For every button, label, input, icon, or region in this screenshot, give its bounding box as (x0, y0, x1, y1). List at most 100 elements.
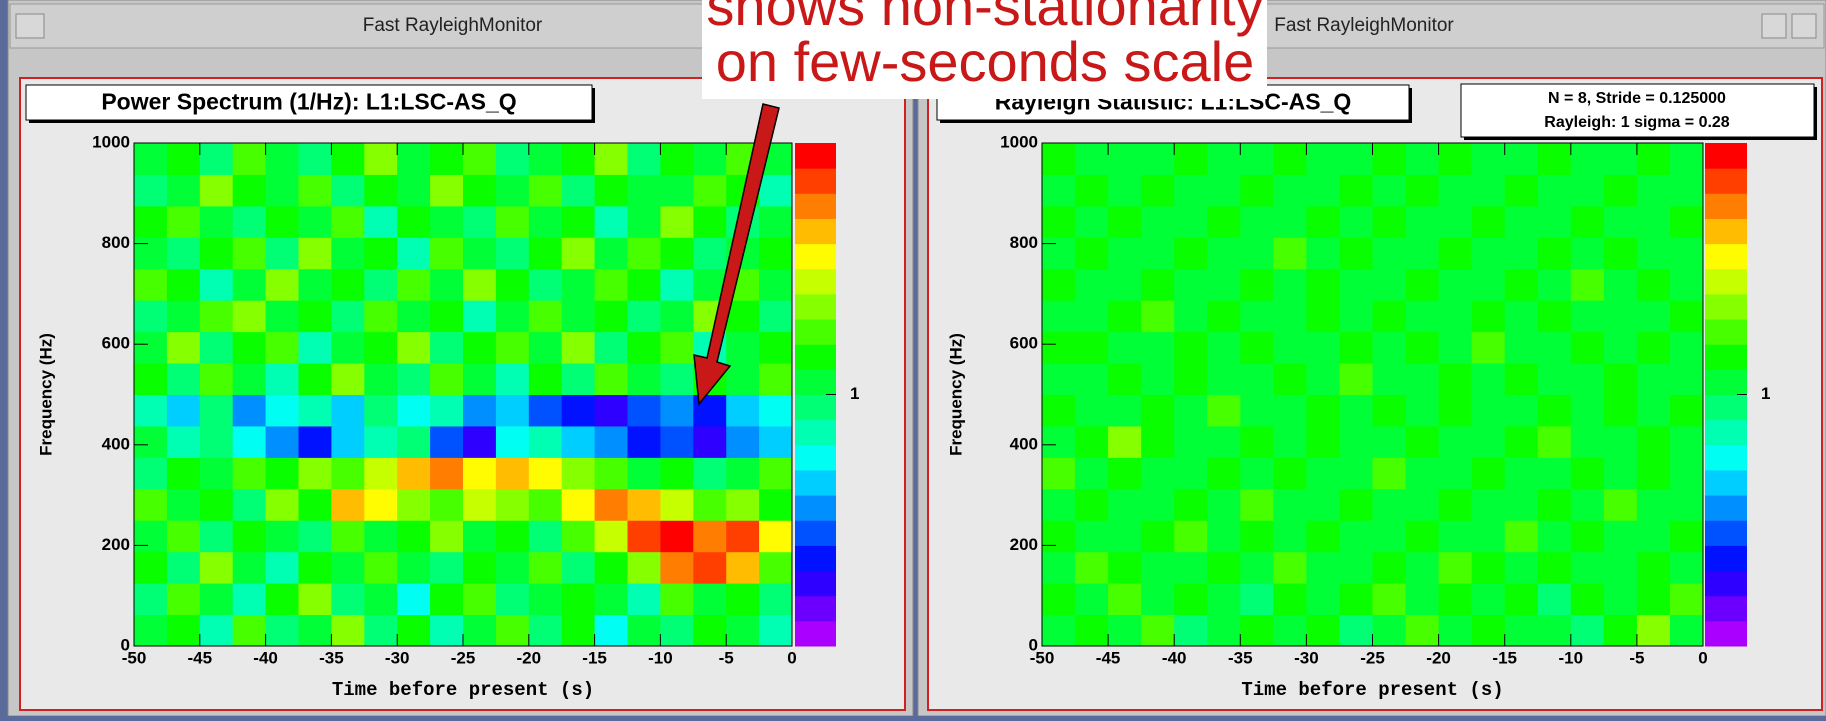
x-tick-label: -30 (385, 648, 410, 667)
heatmap-cell (1471, 583, 1506, 616)
heatmap-cell (693, 614, 727, 647)
heatmap-cell (430, 551, 464, 584)
y-tick-label: 800 (102, 233, 130, 252)
heatmap-cell (1372, 488, 1407, 521)
heatmap-cell (1603, 174, 1638, 207)
heatmap-cell (397, 520, 431, 553)
heatmap-cell (1339, 551, 1373, 584)
heatmap-cell (1405, 331, 1440, 364)
heatmap-cell (1669, 425, 1704, 458)
heatmap-cell (1669, 457, 1704, 490)
heatmap-cell (1603, 488, 1638, 521)
heatmap-cell (199, 268, 234, 301)
heatmap-cell (1306, 425, 1340, 458)
heatmap-cell (561, 551, 596, 584)
heatmap-cell (1174, 583, 1208, 616)
window-button[interactable] (1791, 13, 1817, 39)
heatmap-cell (1438, 583, 1473, 616)
heatmap-cell (1438, 268, 1473, 301)
x-tick-label: -5 (1629, 648, 1644, 667)
heatmap-cell (1372, 174, 1407, 207)
heatmap-cell (463, 268, 497, 301)
colorbar-band (1705, 218, 1747, 245)
heatmap-cell (1504, 363, 1539, 395)
menu-button[interactable] (15, 13, 45, 39)
heatmap-cell (495, 300, 530, 333)
heatmap-cell (1438, 143, 1473, 175)
heatmap-cell (463, 363, 497, 395)
heatmap-cell (166, 300, 201, 333)
heatmap-cell (1240, 268, 1274, 301)
heatmap-cell (495, 205, 530, 238)
colorbar-band (1705, 319, 1747, 345)
heatmap-cell (726, 331, 760, 364)
y-axis-title: Frequency (Hz) (946, 333, 965, 456)
heatmap-cell (1042, 174, 1076, 207)
heatmap-cell (495, 457, 530, 490)
window-button[interactable] (1761, 13, 1787, 39)
y-tick-label: 1000 (92, 132, 130, 151)
colorbar-band (795, 545, 836, 572)
heatmap-cell (199, 551, 234, 584)
heatmap-cell (1570, 425, 1605, 458)
heatmap-cell (364, 614, 398, 647)
heatmap-cell (495, 331, 530, 364)
heatmap-cell (331, 614, 365, 647)
colorbar-band (795, 168, 836, 194)
heatmap-cell (1471, 205, 1506, 238)
heatmap-cell (1636, 174, 1671, 207)
heatmap-cell (1207, 394, 1241, 427)
colorbar-band (1705, 293, 1747, 320)
colorbar-band (795, 595, 836, 622)
heatmap-cell (759, 237, 793, 270)
annotation-arrow (693, 103, 780, 406)
heatmap-cell (1339, 520, 1373, 553)
colorbar-band (1705, 268, 1747, 295)
heatmap-cell (265, 583, 299, 616)
heatmap-cell (199, 488, 234, 521)
heatmap-cell (495, 425, 530, 458)
heatmap-cell (265, 237, 299, 270)
heatmap-cell (1405, 363, 1440, 395)
y-tick-label: 200 (102, 535, 130, 554)
heatmap-cell (1273, 331, 1307, 364)
heatmap-cell (1273, 520, 1307, 553)
heatmap-cell (1075, 363, 1109, 395)
heatmap-cell (298, 614, 332, 647)
heatmap-cell (1075, 488, 1109, 521)
heatmap-cell (232, 520, 267, 553)
heatmap-cell (1570, 488, 1605, 521)
heatmap-cell (594, 268, 628, 301)
heatmap-cell (660, 457, 694, 490)
heatmap-cell (594, 551, 628, 584)
heatmap-cell (693, 457, 727, 490)
heatmap-cell (331, 237, 365, 270)
heatmap-cell (594, 143, 628, 175)
heatmap-cell (495, 394, 530, 427)
heatmap-cell (1438, 331, 1473, 364)
heatmap-cell (463, 425, 497, 458)
heatmap-cell (331, 331, 365, 364)
heatmap-cell (430, 174, 464, 207)
y-tick-label: 0 (121, 635, 130, 654)
heatmap-cell (1240, 205, 1274, 238)
heatmap-cell (298, 143, 332, 175)
heatmap-cell (1075, 331, 1109, 364)
heatmap-cell (134, 425, 168, 458)
heatmap-cell (1174, 300, 1208, 333)
heatmap-cell (726, 551, 760, 584)
heatmap-cell (1570, 457, 1605, 490)
heatmap-cell (627, 394, 661, 427)
heatmap-cell (1669, 551, 1704, 584)
heatmap-cell (693, 174, 727, 207)
heatmap-cell (1339, 143, 1373, 175)
heatmap-cell (1570, 268, 1605, 301)
heatmap-cell (1504, 394, 1539, 427)
colorbar-band (1705, 595, 1747, 622)
colorbar-tick-label: 1 (1761, 384, 1770, 403)
heatmap-cell (726, 520, 760, 553)
heatmap-cell (693, 425, 727, 458)
heatmap-cell (232, 614, 267, 647)
heatmap-cell (265, 394, 299, 427)
